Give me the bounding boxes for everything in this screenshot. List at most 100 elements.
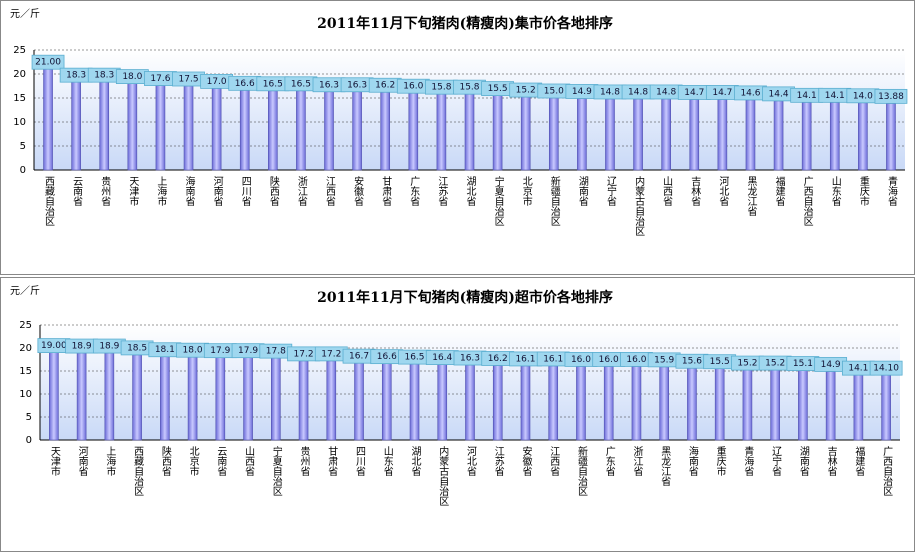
- value-label: 15.6: [682, 357, 702, 367]
- x-tick-label: 贵州省: [99, 175, 111, 207]
- value-label: 14.7: [684, 88, 704, 98]
- x-tick-label: 吉林省: [825, 446, 837, 477]
- x-tick-label: 河北省: [717, 176, 729, 207]
- y-tick-label: 20: [13, 69, 26, 80]
- value-label: 16.0: [571, 355, 591, 365]
- bar: [520, 96, 531, 171]
- bar: [548, 365, 559, 441]
- x-tick-label: 山西省: [243, 446, 255, 477]
- value-label: 18.0: [122, 72, 142, 82]
- x-tick-label: 陕西省: [159, 445, 171, 477]
- value-label: 16.2: [375, 81, 395, 91]
- x-tick-label: 青海省: [885, 175, 897, 207]
- x-tick-label: 重庆市: [857, 175, 869, 207]
- bar: [215, 357, 226, 441]
- x-tick-label: 湖北省: [464, 176, 476, 207]
- y-tick-label: 0: [20, 165, 26, 176]
- x-tick-label: 浙江省: [295, 176, 307, 207]
- x-tick-label: 青海省: [742, 445, 754, 477]
- bar: [801, 102, 812, 171]
- value-label: 14.9: [572, 87, 592, 97]
- bar: [714, 368, 725, 441]
- x-tick-label: 云南省: [215, 446, 227, 477]
- x-tick-label: 河北省: [465, 446, 477, 477]
- x-tick-label: 河南省: [211, 176, 223, 207]
- bar: [104, 352, 115, 441]
- x-tick-label: 安徽省: [352, 175, 364, 207]
- bar: [548, 97, 559, 171]
- value-label-box: [869, 360, 903, 376]
- bar: [408, 92, 419, 171]
- value-label: 13.88: [878, 92, 904, 102]
- bar: [603, 366, 614, 441]
- bar: [132, 354, 142, 441]
- x-tick-label: 福建省: [853, 445, 865, 477]
- value-label: 16.1: [543, 354, 563, 364]
- x-tick-label: 广东省: [408, 176, 420, 207]
- bar: [661, 98, 671, 171]
- y-tick-label: 20: [19, 343, 32, 354]
- bar: [43, 68, 53, 171]
- y-tick-label: 5: [26, 412, 32, 423]
- bar: [520, 365, 531, 441]
- bar: [886, 103, 896, 171]
- bar: [745, 99, 756, 171]
- bar: [49, 352, 59, 441]
- y-tick-label: 0: [26, 435, 32, 446]
- x-tick-label: 上海市: [104, 446, 116, 477]
- x-tick-label: 四川省: [239, 176, 251, 207]
- bar: [829, 102, 840, 171]
- x-tick-label: 广西自治区: [801, 176, 813, 226]
- bar: [465, 364, 475, 441]
- value-label: 16.5: [263, 79, 283, 89]
- x-tick-label: 新疆自治区: [548, 175, 560, 226]
- y-tick-label: 5: [20, 141, 26, 152]
- value-label-box: [31, 54, 65, 70]
- x-tick-label: 江苏省: [436, 176, 448, 207]
- value-label: 17.9: [210, 346, 230, 356]
- value-label: 14.7: [712, 88, 732, 98]
- x-tick-label: 北京市: [520, 176, 532, 207]
- value-label: 17.0: [207, 77, 227, 87]
- bar: [271, 357, 281, 441]
- x-tick-label: 江西省: [324, 176, 336, 207]
- x-tick-label: 宁夏自治区: [270, 445, 282, 496]
- value-label: 16.5: [291, 79, 311, 89]
- bar: [409, 363, 420, 441]
- bar: [825, 371, 836, 441]
- bar: [631, 366, 642, 441]
- value-label: 16.6: [377, 352, 397, 362]
- y-tick-label: 10: [13, 117, 26, 128]
- value-label: 15.9: [654, 355, 674, 365]
- x-tick-label: 上海市: [155, 176, 167, 207]
- value-label: 17.2: [294, 349, 314, 359]
- bar: [127, 83, 138, 171]
- bar: [155, 85, 166, 171]
- bar: [268, 90, 278, 171]
- x-tick-label: 河南省: [76, 446, 88, 477]
- value-label: 21.00: [35, 58, 61, 68]
- bar: [605, 98, 615, 171]
- bar: [881, 374, 891, 441]
- value-label: 16.0: [626, 355, 646, 365]
- x-tick-label: 湖南省: [797, 446, 809, 477]
- y-tick-label: 25: [13, 45, 26, 56]
- x-tick-label: 西藏自治区: [43, 176, 55, 226]
- bar: [770, 369, 780, 441]
- bar: [381, 363, 392, 441]
- bar: [798, 370, 808, 441]
- bar: [326, 360, 337, 441]
- value-label: 15.8: [431, 83, 451, 93]
- value-label: 19.00: [41, 341, 67, 351]
- x-tick-label: 甘肃省: [326, 445, 338, 477]
- bar: [76, 352, 87, 441]
- bar: [437, 364, 448, 441]
- value-label: 16.5: [404, 353, 424, 363]
- bar: [436, 93, 447, 171]
- bar: [689, 99, 700, 171]
- x-tick-label: 广东省: [603, 446, 615, 477]
- bar: [742, 369, 753, 441]
- x-tick-label: 江苏省: [492, 446, 504, 477]
- bar: [659, 366, 669, 441]
- x-tick-label: 海南省: [686, 445, 698, 477]
